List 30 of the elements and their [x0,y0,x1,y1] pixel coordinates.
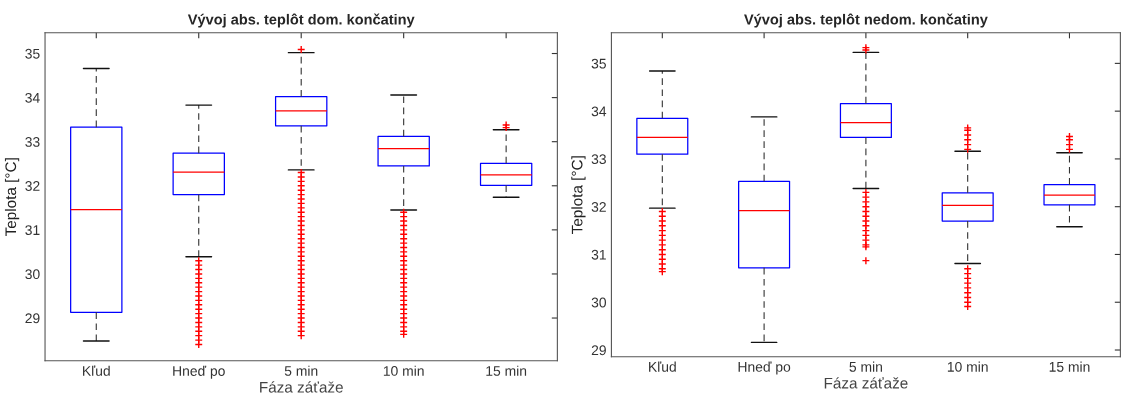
x-tick-label: 15 min [486,365,527,376]
y-tick-label: 34 [25,92,40,103]
y-tick-label: 34 [591,106,607,117]
x-tick-label: 10 min [947,361,988,372]
y-tick-label: 31 [25,225,40,236]
y-axis-title: Teplota [°C] [4,158,20,237]
y-tick-label: 33 [591,154,606,165]
x-tick-label: 10 min [383,365,424,376]
y-tick-label: 35 [25,48,40,59]
chart-title: Vývoj abs. teplôt nedom. končatiny [744,13,988,28]
y-tick-label: 29 [591,345,606,356]
x-tick-label: Hneď po [738,361,791,375]
y-tick-label: 32 [25,181,40,191]
y-tick-label: 29 [25,313,40,324]
x-tick-label: Hneď po [173,365,225,379]
x-tick-label: 5 min [284,365,318,376]
y-axis-title: Teplota [°C] [571,156,586,234]
y-tick-label: 35 [591,58,606,69]
y-tick-label: 30 [591,297,607,308]
x-tick-label: 5 min [849,361,882,372]
x-tick-label: Kľud [83,365,110,376]
x-axis-title: Fáza záťaže [260,381,343,393]
x-tick-label: Kľud [649,361,676,372]
y-tick-label: 33 [25,137,40,147]
chart-title: Vývoj abs. teplôt dom. končatiny [187,13,415,28]
x-tick-label: 15 min [1049,361,1090,372]
x-axis-title: Fáza záťaže [824,377,908,389]
y-tick-label: 31 [591,249,606,260]
y-tick-label: 30 [25,269,40,280]
y-tick-label: 32 [591,202,606,212]
